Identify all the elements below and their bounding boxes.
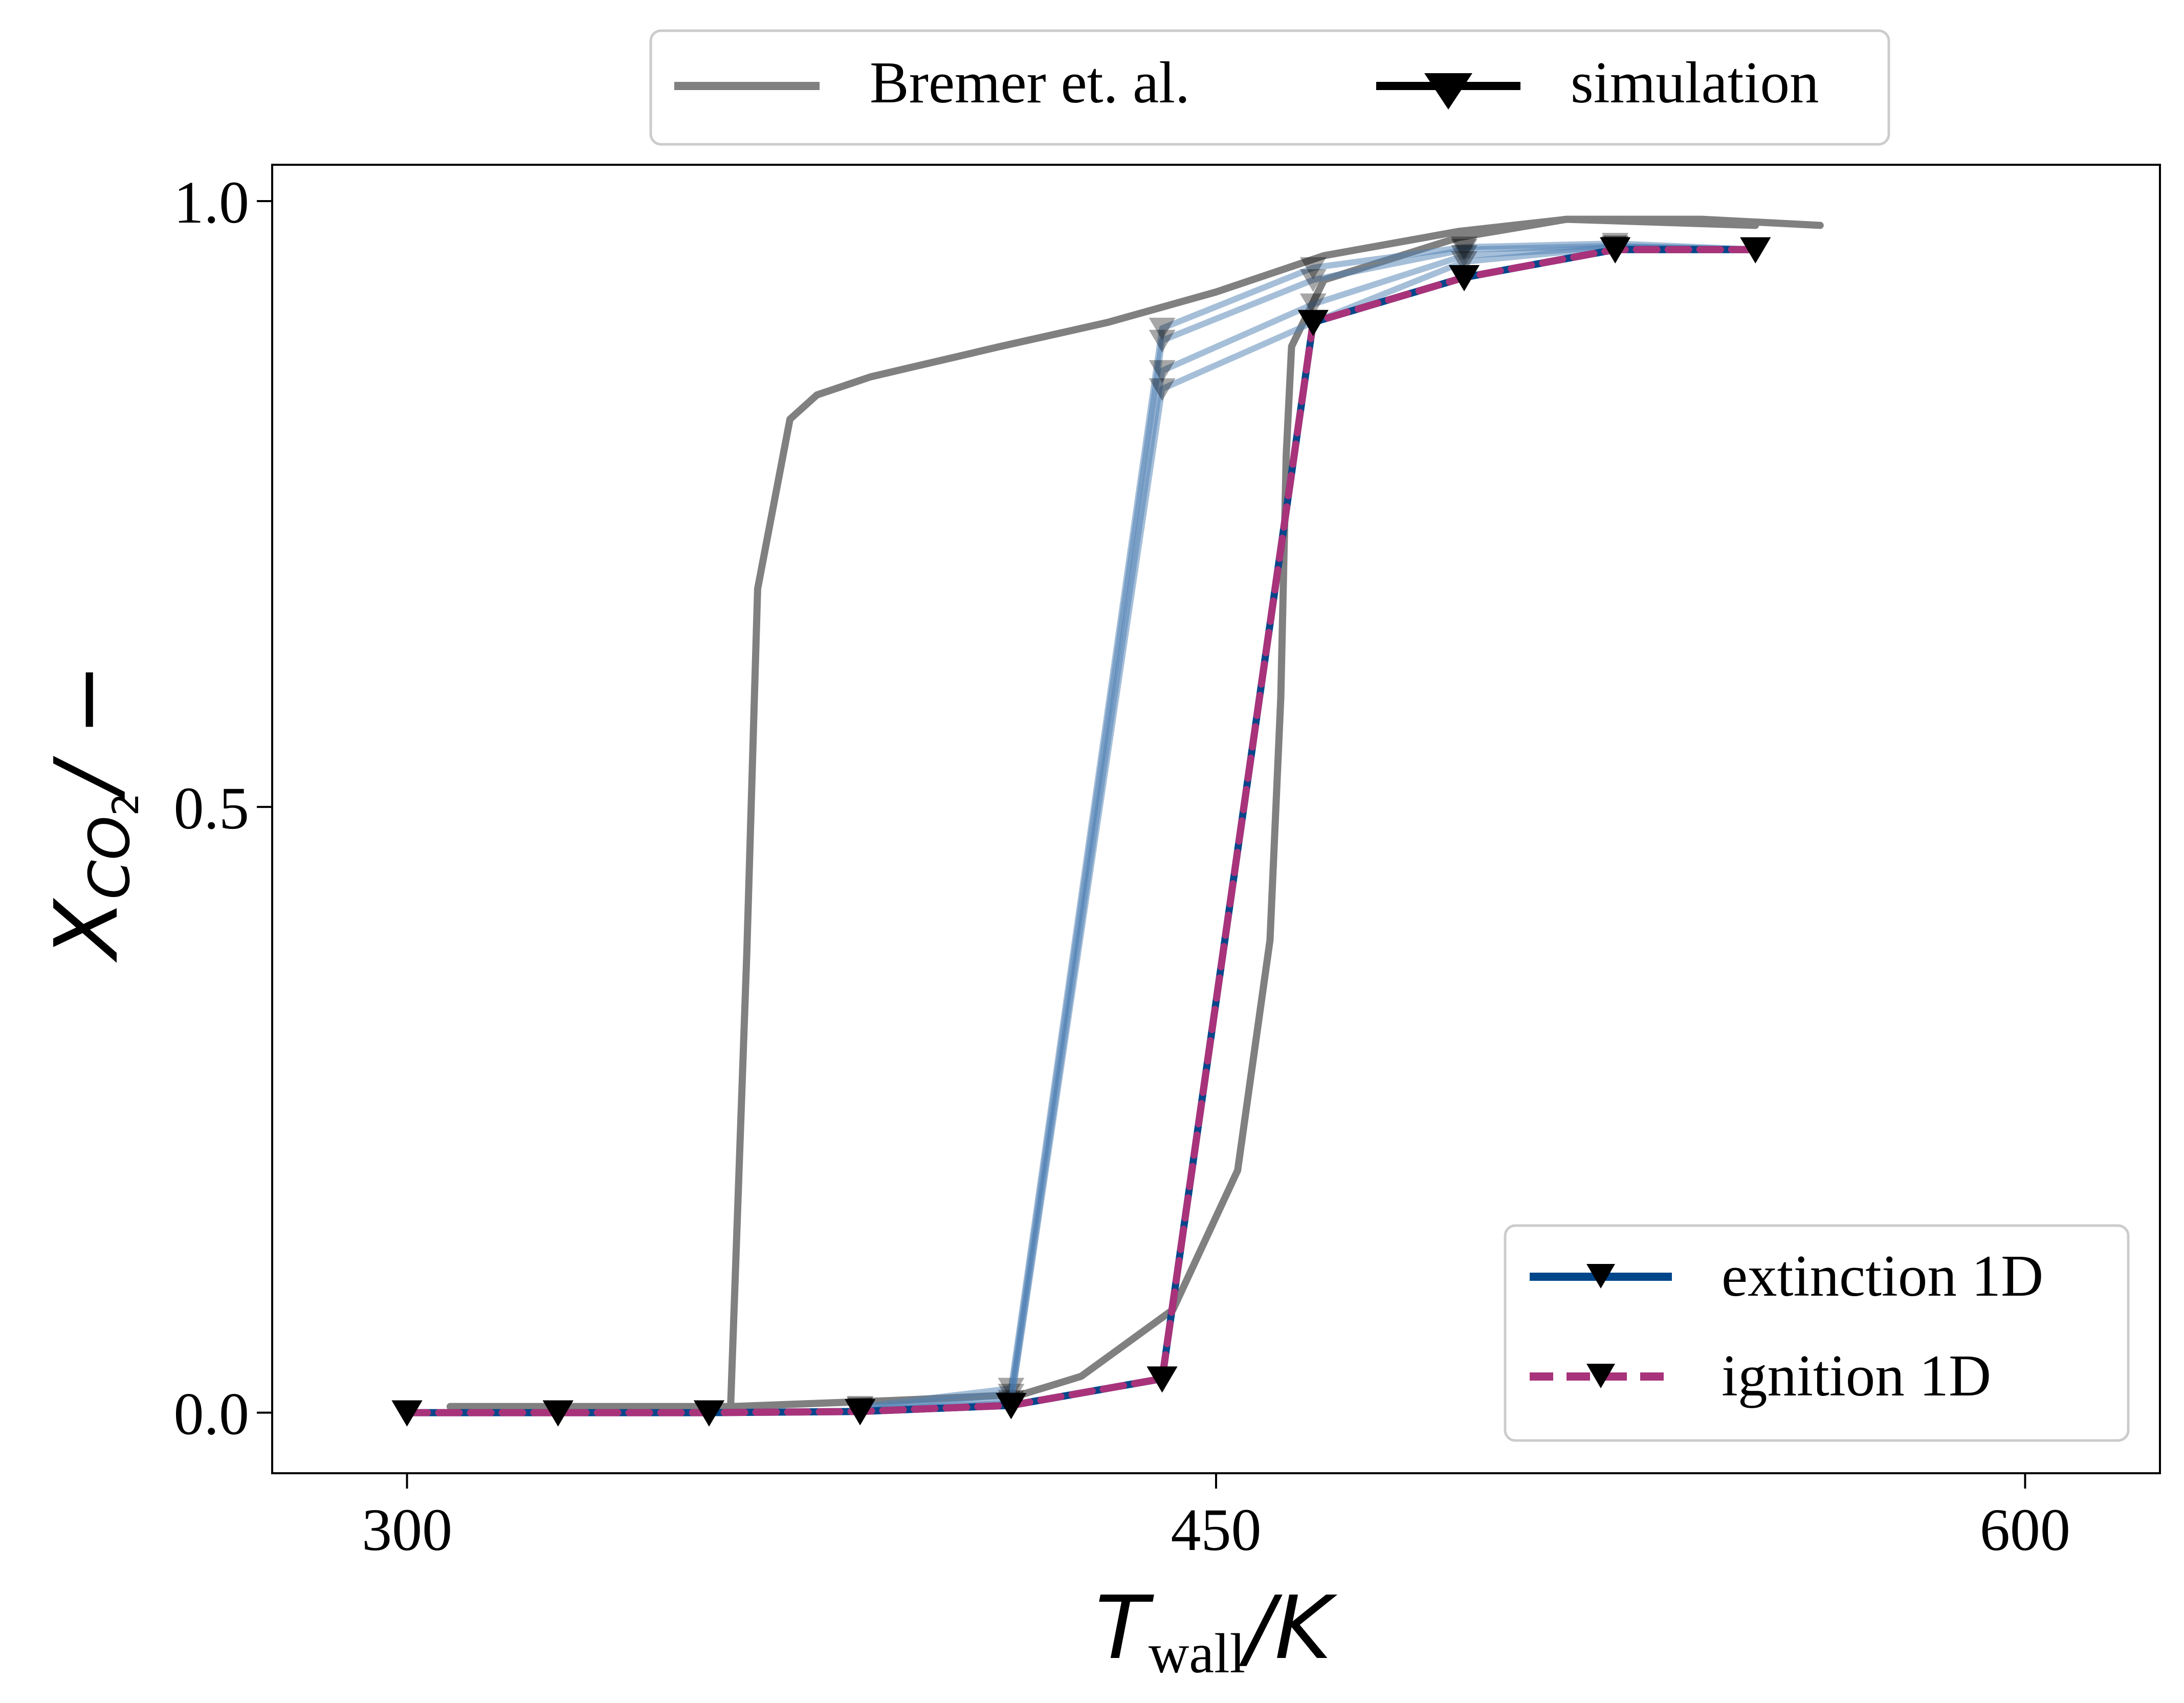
ignition-1d-marker bbox=[1146, 1366, 1178, 1393]
legend-ignition-marker bbox=[1586, 1364, 1615, 1388]
legend-simulation-label: simulation bbox=[1571, 50, 1819, 115]
y-axis-label-subsub: 2 bbox=[105, 793, 147, 816]
plot-area bbox=[391, 215, 1824, 1427]
svg-text:XCO2/ −: XCO2/ − bbox=[36, 663, 147, 963]
y-axis-label-main: X bbox=[36, 898, 138, 963]
extinction-ensemble-1-marker bbox=[1450, 238, 1477, 262]
ignition-1d-marker bbox=[1600, 237, 1631, 264]
ignition-1d-marker bbox=[1448, 265, 1480, 292]
extinction-ensemble-1-marker bbox=[1149, 330, 1176, 353]
extinction-ensemble-0-marker bbox=[1149, 317, 1176, 341]
y-axis-label-sub: CO bbox=[77, 816, 142, 899]
legend-bottom: extinction 1D ignition 1D bbox=[1504, 1224, 2130, 1442]
ignition-1d-marker bbox=[1297, 310, 1329, 336]
legend-top: Bremer et. al. simulation bbox=[649, 29, 1890, 146]
extinction-ensemble-2-marker bbox=[1450, 245, 1477, 268]
y-tick-label-0: 0.0 bbox=[174, 1381, 250, 1448]
legend-simulation-marker bbox=[1424, 73, 1472, 110]
legend-extinction-marker bbox=[1586, 1264, 1615, 1289]
x-axis-label-sub: wall bbox=[1149, 1622, 1245, 1685]
legend-top-frame bbox=[649, 29, 1890, 146]
x-tick-label-300: 300 bbox=[362, 1496, 452, 1563]
ignition-1d-marker bbox=[542, 1400, 573, 1427]
legend-ignition-label: ignition 1D bbox=[1722, 1343, 1991, 1408]
ignition-1d-marker bbox=[693, 1400, 724, 1427]
ignition-1d-marker bbox=[845, 1399, 876, 1426]
x-axis-label-main: T bbox=[1095, 1578, 1154, 1679]
extinction-ensemble-2-marker bbox=[1149, 360, 1176, 383]
x-tick-label-450: 450 bbox=[1171, 1496, 1262, 1563]
ignition-1d-marker bbox=[391, 1400, 423, 1427]
y-tick-label-1: 1.0 bbox=[174, 169, 250, 236]
legend-bremer-label: Bremer et. al. bbox=[870, 50, 1190, 115]
legend-extinction-label: extinction 1D bbox=[1722, 1243, 2043, 1308]
extinction-ensemble-0-marker bbox=[1299, 257, 1327, 280]
y-axis-label-tail: / − bbox=[36, 663, 138, 800]
x-axis-label-tail: /K bbox=[1239, 1578, 1337, 1679]
y-axis-label: XCO2/ − bbox=[36, 663, 147, 963]
axis-ticks: 300 450 600 0.0 0.5 1.0 bbox=[174, 169, 2070, 1563]
extinction-ensemble-2-marker bbox=[1299, 293, 1327, 316]
ignition-1d-marker bbox=[1740, 237, 1771, 264]
ignition-1d-marker bbox=[996, 1393, 1027, 1420]
x-tick-label-600: 600 bbox=[1980, 1496, 2070, 1563]
extinction-ensemble-1-marker bbox=[1299, 269, 1327, 292]
x-axis-label: Twall/K bbox=[1095, 1578, 1338, 1685]
extinction-ensemble-3-marker bbox=[1149, 378, 1176, 401]
extinction-ensemble-3-marker bbox=[1450, 251, 1477, 274]
y-tick-label-0.5: 0.5 bbox=[174, 775, 250, 842]
ignition-1d-line bbox=[403, 246, 1759, 1416]
